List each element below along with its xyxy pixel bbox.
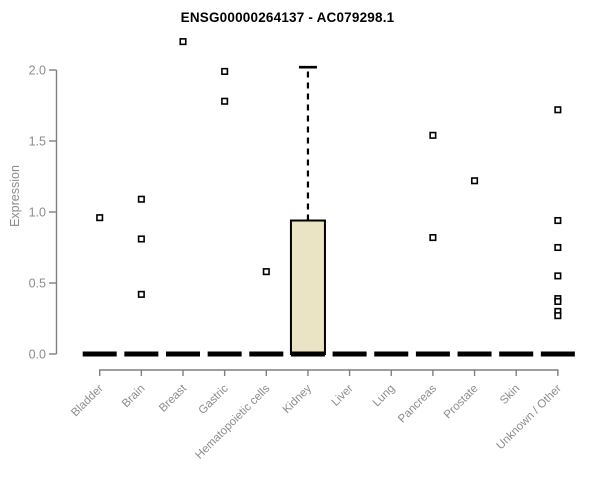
zero-bar	[374, 351, 409, 357]
box	[289, 219, 326, 355]
y-axis-title: Expression	[8, 165, 22, 227]
y-tick-label: 0.0	[29, 348, 46, 362]
x-category-label: Skin	[498, 383, 522, 407]
x-category-label: Hematopoietic cells	[193, 382, 272, 461]
outlier-point	[470, 177, 479, 185]
outlier-point	[429, 234, 437, 242]
zero-bar	[415, 351, 450, 357]
outlier-point	[221, 97, 229, 105]
outlier-point	[137, 195, 145, 203]
x-category-label: Bladder	[69, 383, 106, 420]
outlier-point	[221, 67, 229, 75]
y-tick-label: 2.0	[29, 64, 46, 78]
outlier-point	[262, 268, 270, 276]
outlier-point	[554, 272, 562, 280]
outlier-point	[429, 131, 437, 139]
x-category-label: Lung	[371, 383, 398, 410]
y-tick-label: 0.5	[29, 277, 46, 291]
x-category-label: Breast	[157, 382, 190, 415]
zero-bar	[499, 351, 534, 357]
x-category-label: Prostate	[442, 383, 481, 422]
outlier-point	[554, 243, 562, 252]
y-tick-label: 1.0	[29, 206, 46, 220]
outlier-point	[554, 216, 562, 225]
x-category-label: Liver	[330, 383, 356, 409]
outlier-point	[137, 235, 145, 243]
zero-bar	[124, 351, 159, 357]
zero-bar	[457, 351, 492, 357]
chart-title: ENSG00000264137 - AC079298.1	[180, 10, 395, 25]
x-category-label: Pancreas	[396, 382, 439, 425]
zero-bar	[82, 351, 117, 357]
x-category-label: Brain	[120, 383, 147, 410]
outlier-point	[137, 290, 145, 298]
outlier-point	[554, 106, 562, 114]
y-tick-label: 1.5	[29, 135, 46, 149]
outlier-point	[179, 38, 187, 46]
outlier-point	[554, 312, 562, 320]
outlier-point	[554, 297, 562, 306]
zero-bar	[166, 351, 200, 357]
zero-bar	[249, 351, 284, 357]
x-category-label: Gastric	[197, 382, 231, 416]
zero-bar	[207, 351, 242, 357]
zero-bar	[332, 351, 367, 357]
x-category-label: Kidney	[281, 382, 315, 416]
zero-bar	[540, 351, 575, 357]
median-line	[290, 351, 325, 357]
outlier-point	[96, 214, 104, 222]
